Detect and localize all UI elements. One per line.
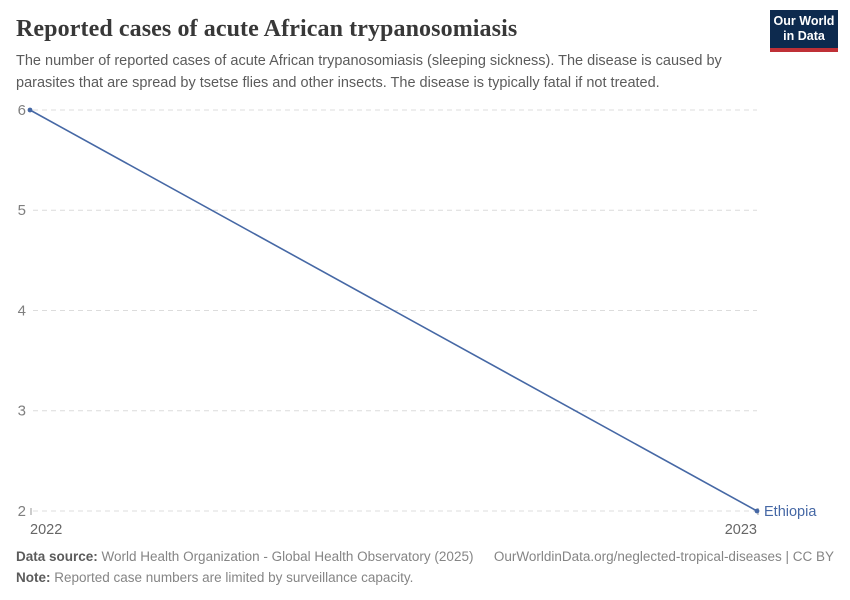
y-axis-tick-label: 5 — [18, 202, 26, 219]
note-label: Note: — [16, 570, 51, 585]
series-line-ethiopia[interactable] — [29, 109, 758, 512]
chart-title: Reported cases of acute African trypanos… — [16, 16, 518, 42]
owid-logo-line1: Our World — [773, 14, 835, 28]
y-axis-tick-label: 4 — [18, 302, 26, 319]
y-axis-tick-label: 6 — [18, 102, 26, 119]
data-source-label: Data source: — [16, 549, 98, 564]
owid-logo-line2: in Data — [783, 29, 825, 43]
data-point[interactable] — [754, 508, 760, 514]
y-axis-tick-label: 3 — [18, 403, 26, 420]
note-value: Reported case numbers are limited by sur… — [50, 570, 414, 585]
chart-subtitle-line1: The number of reported cases of acute Af… — [16, 53, 722, 69]
data-source-text: Data source: World Health Organization -… — [16, 546, 473, 567]
series-label-ethiopia[interactable]: Ethiopia — [764, 504, 817, 520]
y-axis-tick-label: 2 — [18, 503, 26, 520]
chart-header: Reported cases of acute African trypanos… — [16, 14, 750, 94]
chart-subtitle: The number of reported cases of acute Af… — [16, 51, 750, 94]
chart-footer: Data source: World Health Organization -… — [16, 546, 834, 588]
footer-note-row: Note: Reported case numbers are limited … — [16, 567, 834, 588]
x-axis-tick-label: 2023 — [725, 522, 757, 538]
x-axis-tick-label: 2022 — [30, 522, 62, 538]
owid-url-link[interactable]: OurWorldinData.org/neglected-tropical-di… — [493, 549, 834, 564]
data-source-value: World Health Organization - Global Healt… — [97, 549, 474, 564]
chart-subtitle-line2: parasites that are spread by tsetse flie… — [16, 74, 660, 91]
data-point[interactable] — [27, 107, 33, 113]
footer-source-row: Data source: World Health Organization -… — [16, 546, 834, 567]
owid-logo[interactable]: Our World in Data — [770, 10, 838, 52]
